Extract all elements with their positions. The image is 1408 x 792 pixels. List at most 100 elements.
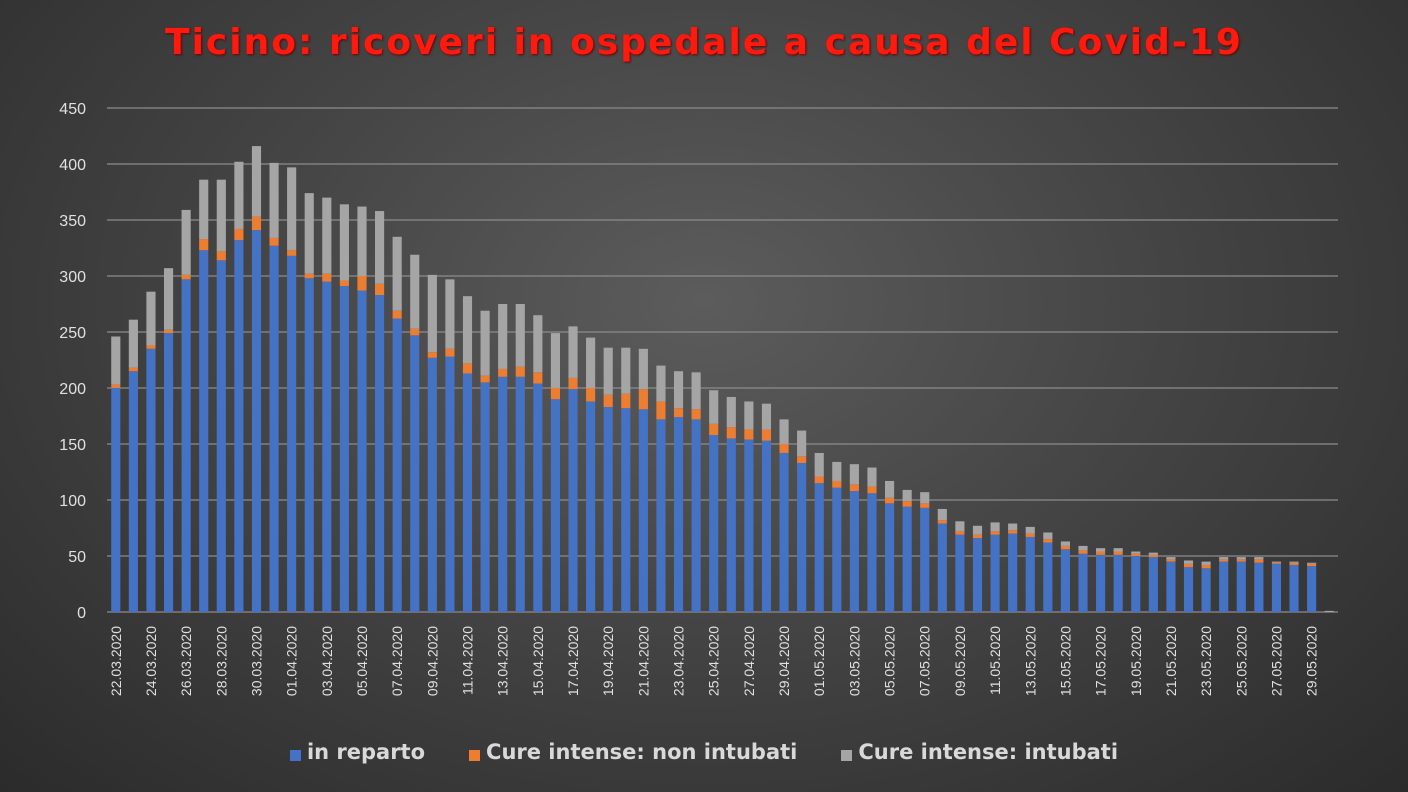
bar-segment-in-reparto (972, 538, 983, 612)
y-tick-label: 150 (59, 437, 86, 454)
x-tick-label: 01.04.2020 (284, 626, 300, 696)
y-tick-label: 250 (59, 325, 86, 342)
bar-segment-in-reparto (533, 383, 543, 612)
x-tick-label: 15.04.2020 (530, 626, 546, 696)
bar-segment-intubati (955, 521, 965, 532)
bar-segment-intubati (1060, 541, 1070, 546)
bar-segment-non-intubati (462, 363, 473, 374)
bar-segment-intubati (181, 209, 191, 275)
bar-segment-intubati (146, 291, 156, 346)
x-tick-label: 29.04.2020 (776, 626, 792, 696)
bar-segment-non-intubati (427, 352, 437, 358)
bar-segment-in-reparto (146, 348, 156, 612)
bar-segment-in-reparto (357, 290, 367, 612)
bar-segment-non-intubati (1025, 533, 1035, 537)
legend-swatch-in-reparto (289, 749, 301, 761)
bar-segment-intubati (322, 197, 332, 274)
bar-segment-in-reparto (550, 399, 561, 612)
bar-segment-intubati (1219, 557, 1229, 560)
bar-segment-intubati (480, 310, 490, 376)
bar-segment-non-intubati (779, 444, 789, 453)
bar-segment-non-intubati (691, 409, 701, 420)
bar-segment-intubati (410, 254, 420, 329)
x-tick-label: 01.05.2020 (811, 626, 827, 696)
bar-segment-intubati (304, 193, 314, 274)
bar-segment-intubati (621, 347, 631, 394)
bar-segment-non-intubati (128, 367, 138, 372)
bar-segment-non-intubati (1271, 562, 1282, 564)
bar-segment-non-intubati (410, 328, 420, 336)
bar-segment-intubati (1096, 548, 1106, 552)
bar-segment-in-reparto (163, 333, 174, 612)
x-tick-label: 23.05.2020 (1198, 626, 1214, 696)
bar-segment-in-reparto (322, 281, 332, 612)
bar-segment-non-intubati (990, 531, 1000, 535)
x-tick-label: 17.05.2020 (1093, 626, 1109, 696)
bar-segment-non-intubati (163, 329, 174, 334)
bar-segment-in-reparto (621, 408, 631, 612)
bar-segment-in-reparto (462, 373, 473, 612)
legend-item-in-reparto: in reparto (289, 740, 425, 764)
bar-segment-non-intubati (638, 389, 648, 410)
bar-segment-non-intubati (322, 273, 332, 282)
bar-segment-non-intubati (937, 520, 947, 524)
bar-segment-in-reparto (1131, 556, 1141, 612)
bar-segment-non-intubati (111, 384, 121, 388)
bar-segment-non-intubati (1148, 554, 1158, 558)
bar-segment-in-reparto (128, 371, 138, 612)
bar-segment-intubati (638, 348, 648, 390)
bar-segment-non-intubati (1183, 563, 1194, 568)
bar-segment-in-reparto (884, 503, 895, 612)
x-tick-label: 21.05.2020 (1163, 626, 1179, 696)
x-tick-label: 07.04.2020 (389, 626, 405, 696)
x-tick-label: 09.05.2020 (952, 626, 968, 696)
bar-segment-in-reparto (1236, 561, 1246, 612)
bar-segment-in-reparto (375, 295, 385, 612)
bar-segment-non-intubati (902, 501, 912, 507)
x-tick-label: 25.05.2020 (1233, 626, 1249, 696)
bar-segment-in-reparto (392, 318, 402, 612)
bar-segment-intubati (445, 279, 455, 349)
bar-segment-non-intubati (1201, 564, 1211, 569)
bars (111, 146, 1334, 613)
bar-segment-in-reparto (691, 419, 701, 612)
legend-item-non-intubati: Cure intense: non intubati (469, 740, 797, 764)
bar-segment-in-reparto (955, 534, 965, 612)
bar-segment-non-intubati (1307, 563, 1317, 567)
bar-segment-intubati (1324, 610, 1334, 612)
x-tick-label: 11.05.2020 (987, 626, 1003, 695)
bar-segment-intubati (1307, 562, 1317, 564)
x-tick-label: 23.04.2020 (671, 626, 687, 696)
y-tick-label: 450 (59, 101, 86, 118)
bar-segment-in-reparto (287, 255, 297, 612)
bar-segment-intubati (920, 492, 930, 504)
bar-segment-in-reparto (1201, 568, 1211, 612)
bar-segment-non-intubati (586, 388, 596, 402)
bar-segment-intubati (797, 430, 807, 457)
bar-segment-intubati (761, 403, 772, 430)
bar-segment-in-reparto (603, 407, 613, 612)
bar-segment-intubati (1236, 557, 1246, 560)
bar-segment-in-reparto (902, 506, 912, 612)
bar-segment-intubati (744, 401, 754, 430)
bar-segment-non-intubati (1236, 559, 1246, 562)
bar-segment-non-intubati (1289, 562, 1299, 565)
y-tick-label: 0 (77, 605, 86, 622)
x-tick-label: 07.05.2020 (917, 626, 933, 696)
bar-segment-non-intubati (1078, 550, 1088, 554)
bar-segment-intubati (726, 396, 736, 428)
bar-segment-non-intubati (849, 484, 859, 492)
y-tick-label: 350 (59, 213, 86, 230)
bar-segment-intubati (1113, 548, 1123, 552)
x-tick-label: 17.04.2020 (565, 626, 581, 696)
bar-segment-in-reparto (304, 278, 314, 612)
bar-segment-intubati (709, 390, 719, 424)
bar-segment-in-reparto (427, 357, 437, 612)
bar-segment-intubati (234, 161, 244, 229)
x-tick-label: 27.05.2020 (1268, 626, 1284, 696)
bar-segment-non-intubati (726, 427, 736, 439)
bar-segment-intubati (357, 206, 367, 276)
y-tick-label: 400 (59, 157, 86, 174)
bar-segment-intubati (849, 464, 859, 485)
bar-segment-non-intubati (269, 237, 279, 246)
